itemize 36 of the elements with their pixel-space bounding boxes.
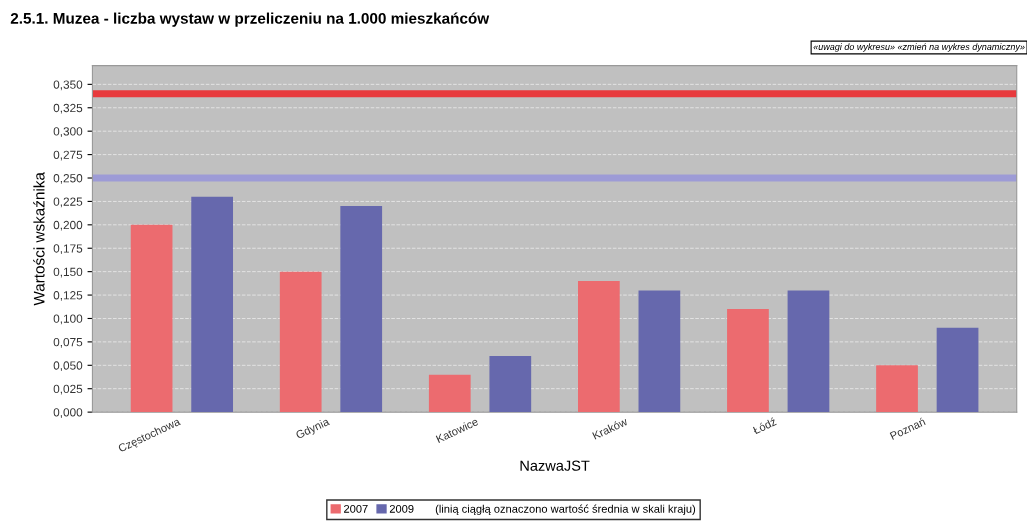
- bar: [279, 271, 322, 413]
- y-tick-label: 0,150: [53, 267, 83, 278]
- x-tick-label: Łódź: [752, 417, 777, 435]
- text: «uwagi do wykresu» «zmień na wykres dynamiczny»: [813, 43, 1025, 52]
- y-tick-label: 0,000: [53, 408, 83, 418]
- bar: [191, 196, 234, 413]
- bar: [936, 327, 979, 413]
- chart-title: 2.5.1. Muzea - liczba wystaw w przeliczeniu na 1.000 mieszkańców: [10, 12, 490, 27]
- y-tick-label: 0,125: [53, 291, 83, 301]
- y-tick-label: 0,300: [53, 127, 83, 137]
- bar: [577, 281, 620, 413]
- y-tick-label: 0,200: [53, 220, 83, 231]
- y-tick-label: 0,100: [53, 314, 83, 325]
- legend-label: 2009: [389, 504, 414, 513]
- bar: [340, 206, 383, 413]
- y-tick-label: 0,175: [53, 244, 83, 255]
- y-tick-label: 0,075: [53, 337, 83, 348]
- y-tick-label: 0,350: [53, 80, 83, 91]
- bar: [638, 290, 681, 413]
- bar: [428, 374, 471, 413]
- y-tick-label: 0,025: [53, 384, 83, 395]
- bar: [787, 290, 830, 413]
- y-tick-label: 0,275: [53, 150, 83, 161]
- y-tick-label: 0,225: [53, 197, 83, 208]
- bar: [489, 355, 532, 413]
- y-tick-label: 0,050: [53, 361, 83, 372]
- bar: [727, 309, 769, 413]
- y-axis-title: Wartości wskaźnika: [33, 172, 45, 306]
- text: (linią ciągłą oznaczono wartość średnia w skali kraju): [435, 504, 696, 515]
- x-axis-title: NazwaJST: [520, 460, 590, 471]
- x-tick-label: Gdynia: [295, 416, 331, 442]
- legend-label: 2007: [344, 504, 368, 513]
- bar: [130, 224, 173, 413]
- y-tick-label: 0,325: [53, 103, 83, 114]
- y-tick-label: 0,250: [53, 174, 83, 184]
- bar: [876, 365, 918, 413]
